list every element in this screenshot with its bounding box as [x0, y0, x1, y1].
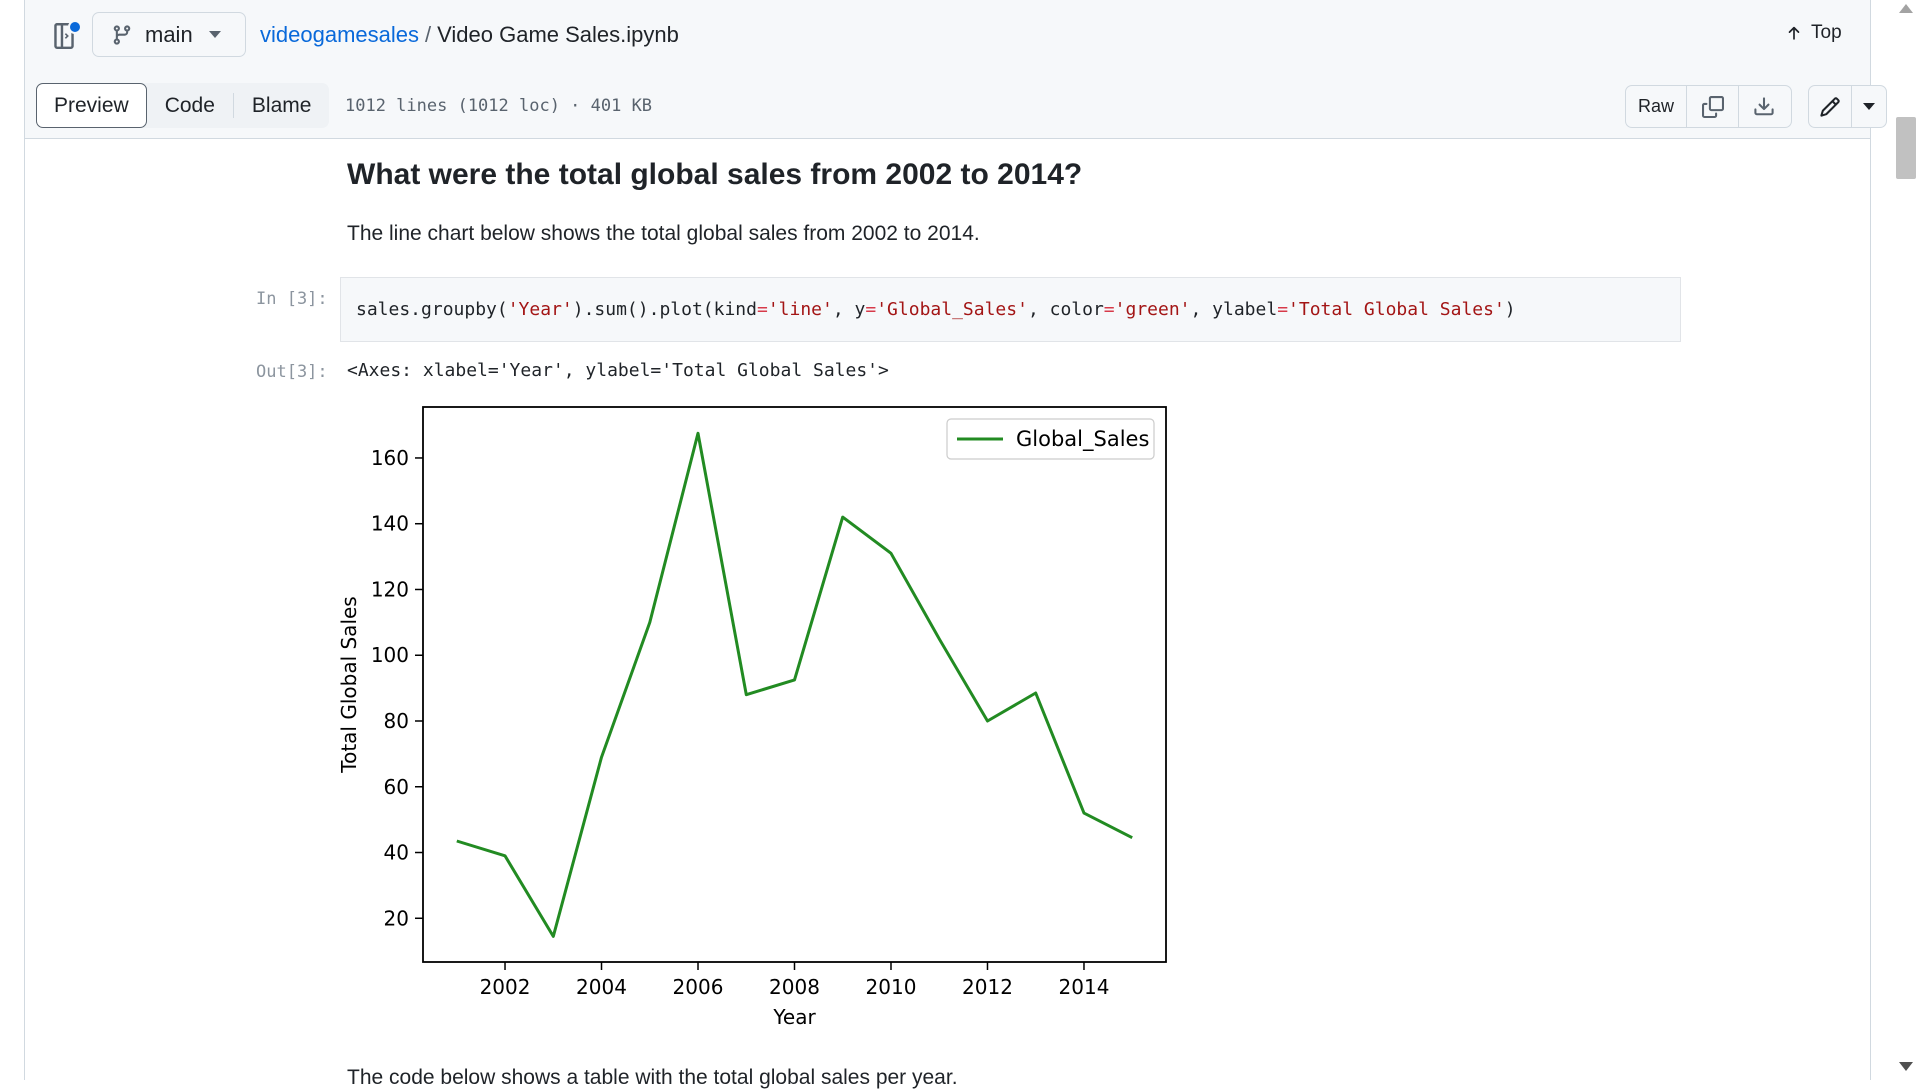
legend-label: Global_Sales	[1016, 427, 1149, 452]
file-header-bar: Preview Code Blame 1012 lines (1012 loc)…	[25, 72, 1887, 139]
code-cell[interactable]: sales.groupby('Year').sum().plot(kind='l…	[340, 277, 1681, 342]
x-axis-label: Year	[772, 1005, 816, 1029]
line-chart: 20 40 60 80 100 120 140 160 2002 2004 2006 2008 2010…	[337, 406, 1167, 1029]
file-size-info: 1012 lines (1012 loc) · 401 KB	[345, 96, 653, 116]
breadcrumb: videogamesales / Video Game Sales.ipynb	[260, 22, 679, 48]
tab-preview[interactable]: Preview	[36, 83, 147, 128]
raw-button[interactable]: Raw	[1626, 86, 1686, 127]
code-token: )	[1504, 299, 1516, 320]
code-string: 'Year'	[507, 299, 573, 320]
code-string: 'Total Global Sales'	[1288, 299, 1505, 320]
x-tick-label: 2004	[576, 975, 627, 999]
y-tick-label: 100	[371, 643, 409, 667]
y-tick-label: 120	[371, 577, 409, 601]
copy-icon	[1701, 95, 1724, 118]
breadcrumb-file-name: Video Game Sales.ipynb	[437, 22, 679, 47]
x-tick-label: 2006	[673, 975, 724, 999]
notification-dot	[68, 20, 82, 34]
page-left-margin	[0, 0, 25, 1080]
y-axis-label: Total Global Sales	[337, 596, 361, 773]
file-navigation-bar: main videogamesales / Video Game Sales.ipy…	[25, 0, 1870, 73]
y-tick-label: 40	[384, 841, 409, 865]
arrow-up-icon	[1788, 26, 1800, 40]
code-operator: =	[1277, 299, 1289, 320]
x-tick-label: 2002	[480, 975, 531, 999]
edit-actions-group	[1808, 85, 1887, 128]
series-line-global-sales	[456, 431, 1133, 938]
y-tick-label: 140	[371, 512, 409, 536]
tab-code[interactable]: Code	[164, 93, 215, 117]
code-token: , ylabel	[1190, 299, 1278, 320]
x-tick-label: 2010	[866, 975, 917, 999]
trailing-paragraph: The code below shows a table with the to…	[347, 1066, 958, 1089]
x-tick-label: 2008	[769, 975, 820, 999]
code-operator: =	[756, 299, 768, 320]
code-token: , y	[832, 299, 866, 320]
code-string: 'Global_Sales'	[876, 299, 1028, 320]
code-token: sales.groupby(	[356, 299, 508, 320]
view-mode-switch: Preview Code Blame	[36, 83, 330, 128]
back-to-top-button[interactable]: Top	[1785, 22, 1842, 44]
legend-box	[946, 418, 1155, 460]
branch-selector-button[interactable]: main	[92, 12, 246, 57]
plot-frame	[422, 406, 1167, 963]
chevron-down-icon	[1863, 103, 1876, 110]
pencil-icon	[1820, 96, 1840, 117]
code-string: 'green'	[1114, 299, 1191, 320]
scroll-up-arrow-icon[interactable]	[1899, 4, 1913, 13]
code-line: sales.groupby('Year').sum().plot(kind='l…	[356, 299, 1516, 320]
copy-raw-button[interactable]	[1686, 86, 1738, 127]
git-branch-icon	[113, 24, 131, 45]
code-token: ).sum().plot(kind	[572, 299, 757, 320]
code-string: 'line'	[767, 299, 833, 320]
more-edit-options-button[interactable]	[1851, 86, 1886, 127]
y-tick-label: 80	[384, 709, 409, 733]
edit-file-button[interactable]	[1809, 86, 1851, 127]
code-operator: =	[1103, 299, 1115, 320]
breadcrumb-repo-link[interactable]: videogamesales	[260, 22, 419, 47]
chevron-down-icon	[208, 31, 221, 38]
scrollbar-thumb[interactable]	[1896, 117, 1916, 179]
section-heading: What were the total global sales from 20…	[347, 158, 1083, 191]
x-tick-label: 2014	[1059, 975, 1110, 999]
section-paragraph: The line chart below shows the total glo…	[347, 222, 980, 245]
y-tick-label: 20	[384, 906, 409, 930]
tab-blame[interactable]: Blame	[251, 93, 312, 117]
output-prompt: Out[3]:	[256, 362, 328, 382]
breadcrumb-separator: /	[424, 22, 432, 47]
download-icon	[1754, 96, 1774, 115]
scroll-down-arrow-icon[interactable]	[1899, 1062, 1913, 1071]
raw-actions-group: Raw	[1625, 85, 1792, 128]
y-tick-label: 160	[371, 446, 409, 470]
branch-name: main	[145, 21, 193, 47]
x-tick-label: 2012	[962, 975, 1013, 999]
plot-background	[423, 407, 1166, 962]
page-right-margin	[1870, 0, 1897, 1080]
y-tick-label: 60	[384, 775, 409, 799]
download-raw-button[interactable]	[1738, 86, 1789, 127]
back-to-top-label: Top	[1811, 22, 1842, 43]
code-token: , color	[1027, 299, 1104, 320]
input-prompt: In [3]:	[256, 289, 328, 309]
tab-divider	[232, 93, 234, 118]
sidebar-toggle-button[interactable]	[45, 17, 83, 55]
code-operator: =	[865, 299, 877, 320]
raw-button-label: Raw	[1638, 96, 1675, 116]
output-text: <Axes: xlabel='Year', ylabel='Total Glob…	[347, 360, 889, 381]
